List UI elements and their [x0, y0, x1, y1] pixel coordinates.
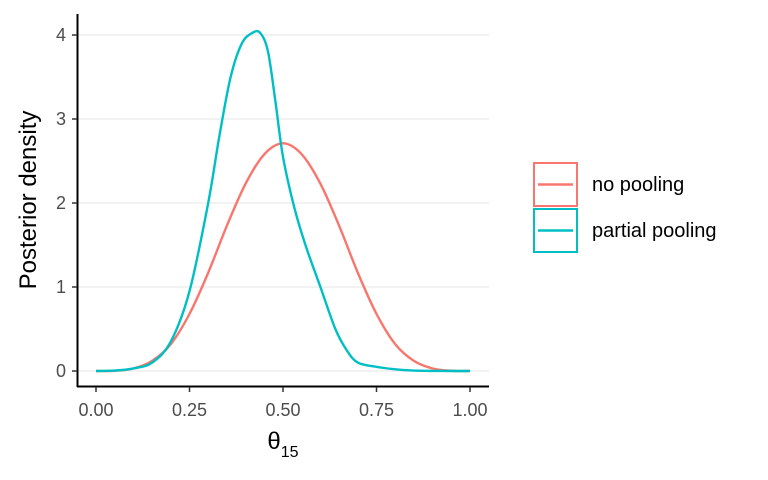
x-tick-label: 0.50: [265, 400, 300, 420]
y-tick-label: 2: [56, 193, 66, 213]
x-axis-ticks: 0.00 0.25 0.50 0.75 1.00: [78, 387, 488, 420]
x-tick-label: 1.00: [452, 400, 487, 420]
x-axis-title-subscript: 15: [281, 444, 299, 461]
series-line-partial-pooling: [95, 29, 471, 373]
series-lines: [95, 29, 471, 373]
grid-lines: [78, 34, 489, 372]
x-tick-label: 0.75: [359, 400, 394, 420]
legend: no pooling partial pooling: [533, 162, 717, 253]
y-axis-title: Posterior density: [15, 111, 42, 290]
x-tick-label: 0.25: [172, 400, 207, 420]
legend-item: partial pooling: [533, 208, 717, 253]
y-tick-label: 4: [56, 25, 66, 45]
series-line-no-pooling: [95, 142, 471, 373]
y-axis-ticks: 0 1 2 3 4: [56, 25, 77, 381]
y-tick-label: 0: [56, 361, 66, 381]
x-axis-title-symbol: θ: [267, 428, 280, 455]
y-tick-label: 3: [56, 109, 66, 129]
legend-label: no pooling: [592, 174, 684, 196]
x-axis-title: θ15: [267, 428, 298, 461]
legend-item: no pooling: [533, 162, 684, 207]
x-tick-label: 0.00: [78, 400, 113, 420]
legend-label: partial pooling: [592, 220, 717, 242]
y-tick-label: 1: [56, 277, 66, 297]
